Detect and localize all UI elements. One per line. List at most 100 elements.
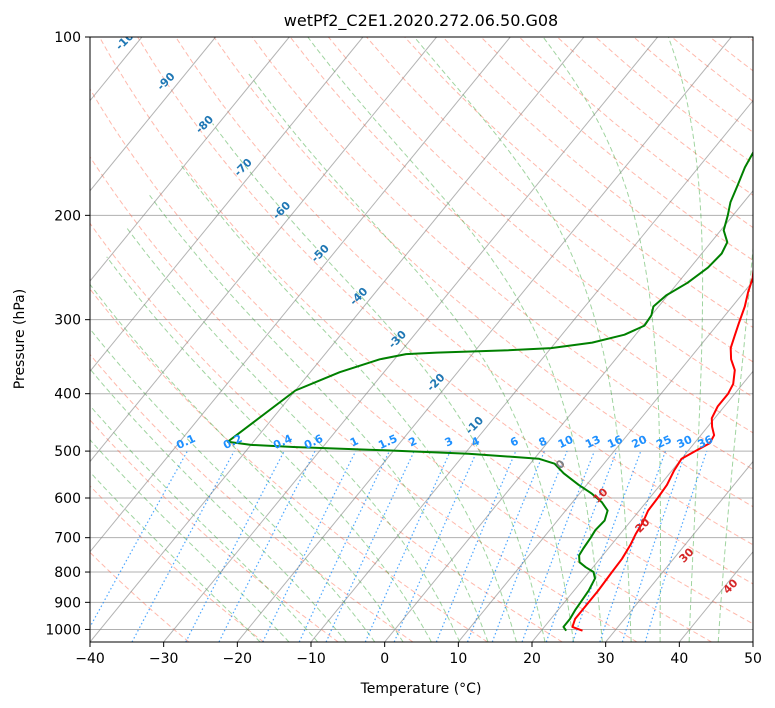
- x-tick-label: 20: [523, 651, 541, 667]
- y-axis-ticks: 100 200 300 400 500 600 700 800 900 1000: [45, 30, 90, 638]
- dry-adiabat: [289, 37, 753, 434]
- mixing-ratio-line: [545, 450, 618, 642]
- x-tick-label: 40: [670, 651, 688, 667]
- x-tick-label: 30: [597, 651, 615, 667]
- y-tick-label: 1000: [45, 622, 81, 638]
- moist-adiabat: [90, 328, 376, 642]
- x-tick-label: −40: [75, 651, 105, 667]
- x-tick-label: 50: [744, 651, 762, 667]
- y-tick-label: 300: [54, 313, 81, 329]
- isotherm-line: [163, 37, 658, 642]
- isotherm-line: [457, 280, 753, 642]
- isotherm-line: [310, 99, 753, 642]
- x-tick-label: 0: [380, 651, 389, 667]
- mixing-ratio-line: [131, 450, 235, 642]
- mixing-ratio-line: [435, 450, 517, 642]
- moist-adiabat: [90, 368, 347, 642]
- mixing-ratio-line: [393, 450, 478, 642]
- y-tick-label: 500: [54, 444, 81, 460]
- profile-series: [226, 150, 753, 632]
- grid-lines: [90, 37, 753, 630]
- moist-adiabat: [149, 195, 489, 642]
- isotherm-line: [90, 37, 511, 553]
- y-tick-label: 400: [54, 387, 81, 403]
- dewpoint-line: [226, 150, 753, 632]
- moist-adiabat: [106, 256, 432, 642]
- plot-area: 0.1 0.2 0.4 0.6 1 1.5 2 3 4 6 8 10 13 16 20 25 30 36-100-…: [90, 37, 753, 642]
- isotherm-line: [90, 37, 364, 373]
- isotherms: [90, 37, 753, 642]
- moist-adiabat: [542, 37, 661, 642]
- mixing-ratio-line: [491, 450, 568, 642]
- y-axis-label: Pressure (hPa): [12, 289, 28, 389]
- moist-adiabat: [90, 471, 261, 642]
- temperature-line: [571, 265, 753, 632]
- mixing-ratio-label: 13: [583, 433, 602, 451]
- y-tick-label: 600: [54, 491, 81, 507]
- mixing-ratio-line: [621, 450, 687, 642]
- isotherm-line: [605, 460, 753, 642]
- mixing-ratio-line: [644, 450, 708, 642]
- y-tick-label: 100: [54, 30, 81, 46]
- x-tick-label: −30: [149, 651, 179, 667]
- moist-adiabat: [212, 123, 546, 642]
- mixing-ratio-line: [572, 450, 642, 642]
- isotherm-line: [90, 37, 290, 282]
- dry-adiabat: [328, 37, 753, 398]
- dry-adiabat: [404, 37, 753, 329]
- mixing-ratio-label: 16: [605, 433, 625, 451]
- plot-frame: [89, 36, 754, 643]
- moist-adiabats: [90, 37, 753, 642]
- chart-title: wetPf2_C2E1.2020.272.06.50.G08: [284, 11, 558, 31]
- mixing-ratio-label: 20: [630, 433, 650, 451]
- dry-adiabat: [90, 222, 563, 642]
- moist-adiabat: [90, 283, 404, 642]
- mixing-ratio-line: [218, 450, 316, 642]
- y-tick-label: 900: [54, 595, 81, 611]
- dry-adiabat: [90, 156, 638, 642]
- dry-adiabat: [213, 37, 753, 508]
- mixing-ratio-line: [599, 450, 667, 642]
- x-axis-label: Temperature (°C): [360, 681, 482, 697]
- dry-adiabats: [90, 37, 753, 642]
- x-tick-label: −20: [223, 651, 253, 667]
- dry-adiabat: [90, 485, 264, 642]
- isotherm-line: [90, 37, 585, 642]
- x-tick-label: −10: [296, 651, 326, 667]
- dry-adiabat: [442, 37, 753, 295]
- dry-adiabat: [90, 551, 190, 642]
- mixing-ratio-line: [90, 450, 188, 629]
- mixing-ratio-lines: [90, 450, 708, 642]
- isotherm-line: [90, 37, 437, 463]
- isotherm-line: [531, 370, 753, 642]
- mixing-ratio-label: 10: [556, 433, 576, 451]
- dry-adiabat: [90, 288, 488, 642]
- mixing-ratio-label: 25: [654, 433, 673, 451]
- moist-adiabat: [181, 165, 517, 642]
- mixing-ratio-line: [466, 450, 545, 642]
- dry-adiabat: [137, 37, 753, 585]
- y-tick-label: 700: [54, 531, 81, 547]
- x-tick-label: 10: [449, 651, 467, 667]
- moist-adiabat: [90, 439, 290, 642]
- moist-adiabat: [247, 72, 575, 642]
- mixing-ratio-line: [364, 450, 451, 642]
- mixing-ratio-label: 30: [675, 433, 695, 451]
- moist-adiabat: [126, 227, 461, 642]
- isotherm-line: [236, 37, 732, 642]
- mixing-ratio-label: 36: [696, 433, 716, 451]
- moist-adiabat: [717, 242, 753, 642]
- dry-adiabat: [90, 419, 339, 642]
- x-axis-ticks: −40 −30 −20 −10 0 10 20 30 40 50: [75, 642, 762, 667]
- isotherm-line: [384, 190, 753, 642]
- isotherm-line: [90, 37, 216, 192]
- moist-adiabat: [667, 37, 704, 642]
- moist-adiabat: [90, 404, 319, 642]
- dry-adiabat: [90, 88, 712, 642]
- mixing-ratio-line: [521, 450, 595, 642]
- moist-adiabat: [413, 37, 632, 642]
- dry-adiabat: [98, 37, 753, 625]
- y-tick-label: 800: [54, 565, 81, 581]
